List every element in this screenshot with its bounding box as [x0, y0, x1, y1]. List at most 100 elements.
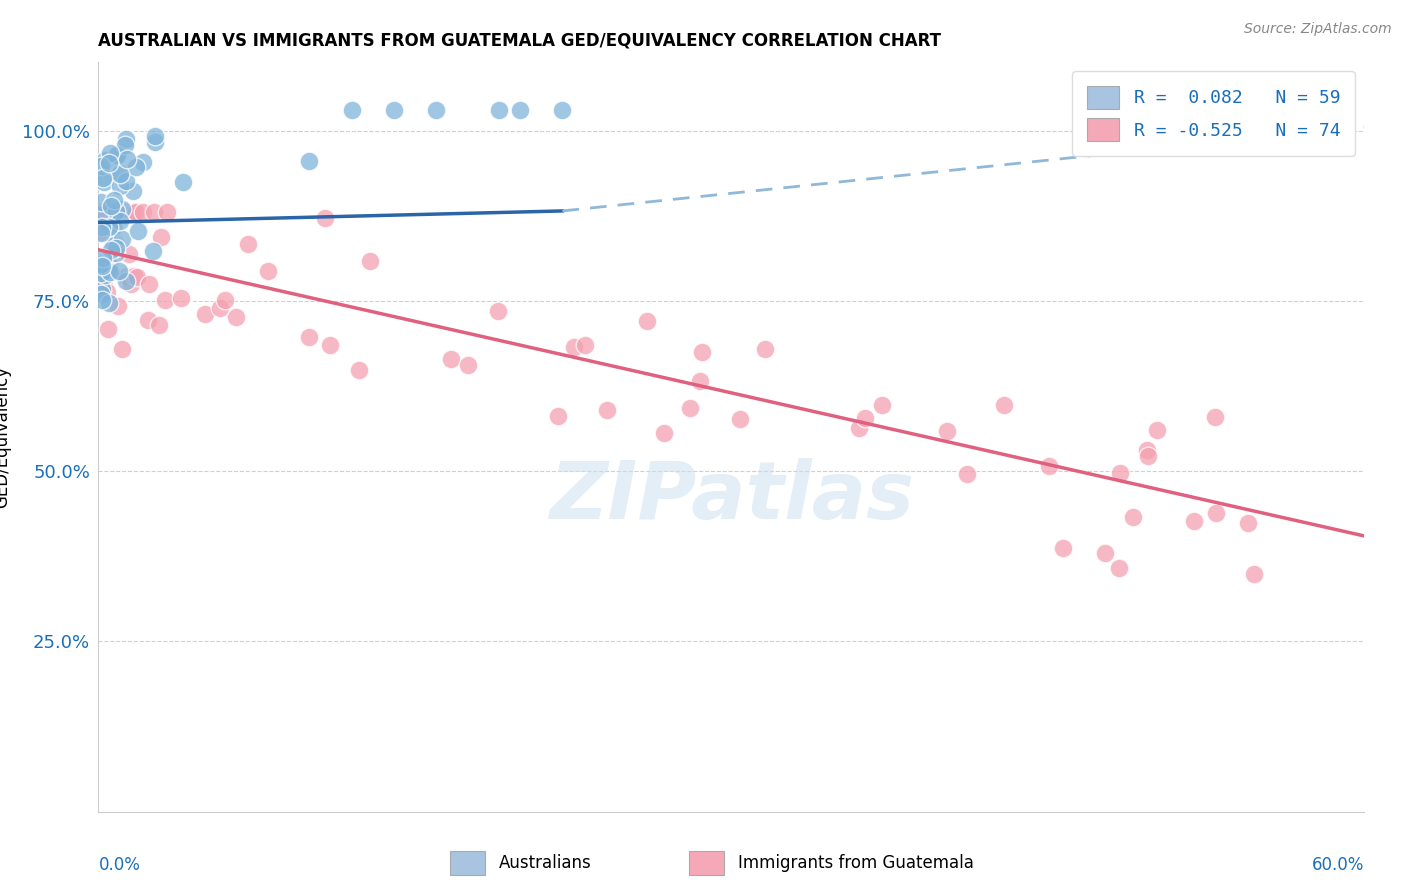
- Point: [98, 155, 121, 169]
- Point: [97, 259, 120, 273]
- Point: [298, 154, 321, 169]
- Point: [689, 374, 711, 388]
- Point: [319, 338, 342, 352]
- Point: [107, 300, 129, 314]
- Point: [382, 103, 405, 117]
- Point: [103, 193, 125, 207]
- FancyBboxPatch shape: [450, 851, 485, 874]
- Point: [547, 409, 569, 423]
- Point: [754, 343, 776, 357]
- Point: [98, 219, 121, 234]
- Point: [1182, 514, 1205, 528]
- Point: [108, 264, 131, 278]
- Point: [90, 259, 112, 273]
- Point: [143, 128, 166, 143]
- Point: [125, 160, 148, 174]
- Point: [90, 293, 112, 307]
- Point: [108, 178, 131, 193]
- Point: [91, 282, 114, 296]
- Point: [110, 168, 132, 182]
- Point: [125, 269, 148, 284]
- Point: [636, 313, 658, 327]
- Point: [90, 207, 112, 221]
- Point: [1136, 442, 1159, 457]
- Point: [122, 205, 145, 219]
- Point: [564, 340, 586, 354]
- Point: [486, 304, 509, 318]
- Point: [1109, 466, 1132, 480]
- Point: [1108, 561, 1130, 575]
- Point: [114, 138, 136, 153]
- Point: [256, 263, 278, 277]
- Point: [108, 214, 131, 228]
- Point: [194, 307, 217, 321]
- Point: [115, 205, 138, 219]
- Point: [488, 103, 510, 117]
- Point: [93, 170, 115, 185]
- Point: [1136, 449, 1159, 463]
- Point: [115, 274, 138, 288]
- Point: [90, 219, 112, 234]
- Point: [90, 267, 112, 281]
- Text: Source: ZipAtlas.com: Source: ZipAtlas.com: [1244, 22, 1392, 37]
- Point: [120, 277, 142, 291]
- Point: [169, 291, 191, 305]
- Point: [225, 310, 247, 324]
- Legend: R =  0.082   N = 59, R = -0.525   N = 74: R = 0.082 N = 59, R = -0.525 N = 74: [1073, 71, 1355, 156]
- Point: [208, 301, 231, 315]
- Point: [101, 220, 124, 235]
- Point: [692, 345, 714, 359]
- Y-axis label: GED/Equivalency: GED/Equivalency: [0, 366, 11, 508]
- Point: [96, 285, 118, 300]
- Point: [993, 398, 1015, 412]
- Point: [1052, 541, 1074, 556]
- Point: [93, 175, 115, 189]
- Point: [97, 322, 120, 336]
- Point: [90, 226, 112, 240]
- Point: [149, 229, 172, 244]
- Point: [153, 293, 176, 307]
- Point: [90, 195, 112, 210]
- Point: [98, 265, 121, 279]
- Point: [90, 159, 112, 173]
- Point: [551, 103, 574, 117]
- Point: [114, 174, 136, 188]
- Text: 0.0%: 0.0%: [98, 855, 141, 873]
- Point: [90, 256, 112, 270]
- Point: [935, 424, 957, 438]
- Point: [90, 256, 112, 270]
- Text: Immigrants from Guatemala: Immigrants from Guatemala: [738, 854, 974, 872]
- Point: [1237, 516, 1260, 530]
- Point: [122, 184, 145, 198]
- Point: [1094, 546, 1116, 560]
- Point: [509, 103, 531, 117]
- Text: 60.0%: 60.0%: [1312, 855, 1364, 873]
- Point: [97, 263, 120, 277]
- Point: [574, 338, 596, 352]
- Point: [115, 132, 138, 146]
- Point: [1204, 410, 1226, 425]
- Point: [127, 224, 149, 238]
- Point: [132, 155, 155, 169]
- Point: [104, 241, 127, 255]
- Point: [596, 403, 619, 417]
- Point: [172, 176, 194, 190]
- Point: [143, 135, 166, 149]
- FancyBboxPatch shape: [689, 851, 724, 874]
- Point: [652, 425, 675, 440]
- Point: [678, 401, 700, 416]
- Point: [97, 295, 120, 310]
- Point: [138, 277, 160, 291]
- Point: [115, 269, 138, 284]
- Point: [110, 166, 132, 180]
- Point: [142, 244, 165, 258]
- Point: [457, 358, 479, 372]
- Point: [439, 351, 461, 366]
- Point: [91, 252, 114, 266]
- Point: [103, 237, 125, 252]
- Point: [359, 254, 381, 268]
- Point: [115, 152, 138, 166]
- Point: [136, 313, 159, 327]
- Point: [104, 235, 127, 250]
- Point: [105, 149, 128, 163]
